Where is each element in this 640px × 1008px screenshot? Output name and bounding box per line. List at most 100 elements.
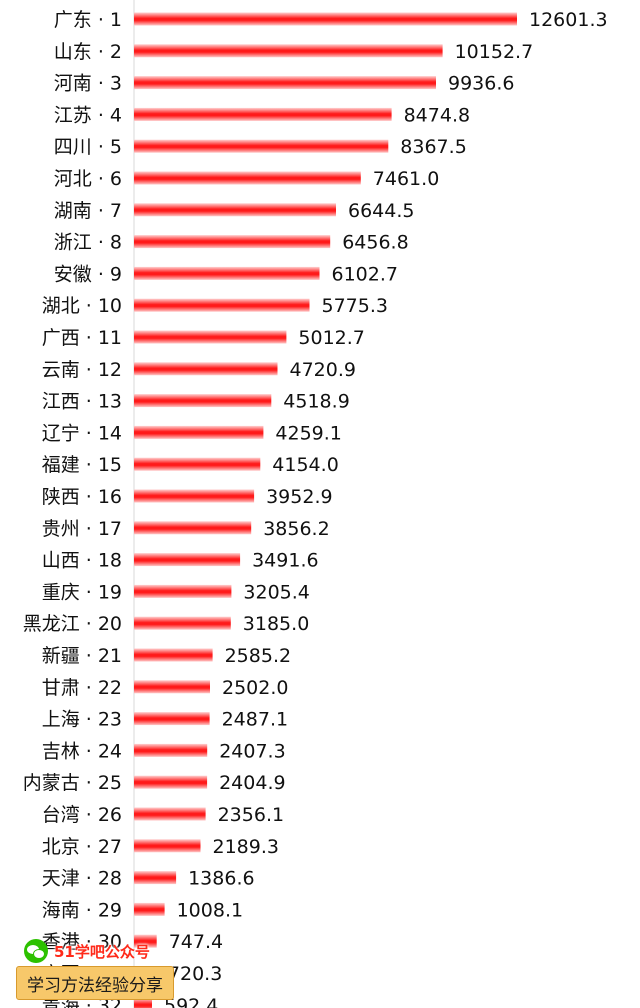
category-label: 海南 · 29 — [42, 899, 122, 921]
value-label: 5775.3 — [322, 295, 388, 317]
category-label: 北京 · 27 — [42, 836, 122, 858]
value-label: 3491.6 — [252, 550, 318, 572]
value-label: 2502.0 — [222, 677, 288, 699]
value-label: 1008.1 — [177, 899, 243, 921]
bar — [134, 394, 272, 408]
value-label: 2487.1 — [222, 709, 288, 731]
bar — [134, 12, 517, 26]
bar — [134, 457, 261, 471]
category-label: 天津 · 28 — [42, 868, 122, 890]
category-label: 黑龙江 · 20 — [23, 613, 122, 635]
bar — [134, 521, 252, 535]
category-label: 山西 · 18 — [42, 550, 122, 572]
value-label: 2404.9 — [219, 772, 285, 794]
watermark-account: 51学吧公众号 — [24, 938, 150, 964]
value-label: 12601.3 — [529, 9, 608, 31]
category-label: 湖北 · 10 — [42, 295, 122, 317]
bar — [134, 425, 264, 439]
bar — [134, 298, 310, 312]
category-label: 重庆 · 19 — [42, 581, 122, 603]
bars-group — [134, 12, 517, 1008]
bar — [134, 235, 331, 249]
value-label: 3205.4 — [243, 581, 309, 603]
watermark-line2: 学习方法经验分享 — [27, 975, 163, 996]
bar — [134, 934, 157, 948]
category-label: 湖南 · 7 — [54, 200, 122, 222]
bar — [134, 330, 287, 344]
value-label: 4154.0 — [272, 454, 338, 476]
category-label: 辽宁 · 14 — [42, 422, 122, 444]
category-label: 吉林 · 24 — [42, 740, 122, 762]
bar — [134, 107, 392, 121]
value-label: 4720.9 — [290, 359, 356, 381]
bar — [134, 584, 232, 598]
value-label: 5012.7 — [298, 327, 364, 349]
value-label: 8474.8 — [404, 104, 470, 126]
category-label: 上海 · 23 — [42, 709, 122, 731]
category-label: 云南 · 12 — [42, 359, 122, 381]
value-label: 6644.5 — [348, 200, 414, 222]
category-label: 福建 · 15 — [42, 454, 122, 476]
bar — [134, 139, 389, 153]
category-label: 内蒙古 · 25 — [23, 772, 122, 794]
category-labels: 广东 · 1 山东 · 2 河南 · 3 江苏 · 4 四川 · 5 河北 · 6 湖南 ·… — [23, 9, 122, 1008]
value-label: 4518.9 — [283, 391, 349, 413]
value-label: 1386.6 — [188, 868, 254, 890]
bar — [134, 76, 436, 90]
bar — [134, 266, 320, 280]
bar — [134, 44, 443, 58]
category-label: 甘肃 · 22 — [42, 677, 122, 699]
category-label: 安徽 · 9 — [54, 263, 122, 285]
bar — [134, 807, 206, 821]
category-label: 陕西 · 16 — [42, 486, 122, 508]
value-label: 592.4 — [164, 995, 218, 1008]
bar — [134, 616, 231, 630]
value-label: 3185.0 — [243, 613, 309, 635]
category-label: 广东 · 1 — [54, 9, 122, 31]
value-label: 2407.3 — [219, 740, 285, 762]
value-label: 10152.7 — [455, 41, 534, 63]
category-label: 河北 · 6 — [54, 168, 122, 190]
watermark-line1: 51学吧公众号 — [54, 942, 150, 961]
category-label: 香港 · 30 — [42, 931, 122, 953]
category-label: 浙江 · 8 — [54, 232, 122, 254]
value-label: 2585.2 — [225, 645, 291, 667]
value-label: 3856.2 — [263, 518, 329, 540]
category-label: 台湾 · 26 — [42, 804, 122, 826]
value-label: 7461.0 — [373, 168, 439, 190]
category-label: 山东 · 2 — [54, 41, 122, 63]
bar — [134, 998, 152, 1008]
bar — [134, 775, 208, 789]
category-label: 四川 · 5 — [54, 136, 122, 158]
category-label: 新疆 · 21 — [42, 645, 122, 667]
bar — [134, 743, 208, 757]
bar — [134, 553, 241, 567]
bar — [134, 839, 201, 853]
bar — [134, 648, 213, 662]
value-label: 4259.1 — [275, 422, 341, 444]
watermark-badge: 学习方法经验分享 — [16, 966, 174, 1000]
category-label: 河南 · 3 — [54, 73, 122, 95]
category-label: 江苏 · 4 — [54, 104, 122, 126]
category-label: 广西 · 11 — [42, 327, 122, 349]
bar — [134, 171, 361, 185]
value-labels: 12601.3 10152.7 9936.6 8474.8 8367.5 7461.0 66… — [164, 9, 608, 1008]
value-label: 6102.7 — [332, 263, 398, 285]
bar — [134, 362, 278, 376]
value-label: 2189.3 — [213, 836, 279, 858]
bar — [134, 203, 336, 217]
bar — [134, 902, 165, 916]
value-label: 6456.8 — [342, 232, 408, 254]
value-label: 747.4 — [169, 931, 223, 953]
value-label: 8367.5 — [400, 136, 466, 158]
value-label: 720.3 — [168, 963, 222, 985]
bar — [134, 489, 255, 503]
value-label: 9936.6 — [448, 73, 514, 95]
value-label: 3952.9 — [266, 486, 332, 508]
bar — [134, 712, 210, 726]
bar — [134, 680, 210, 694]
wechat-icon — [24, 939, 48, 963]
category-label: 江西 · 13 — [42, 391, 122, 413]
category-label: 贵州 · 17 — [42, 518, 122, 540]
